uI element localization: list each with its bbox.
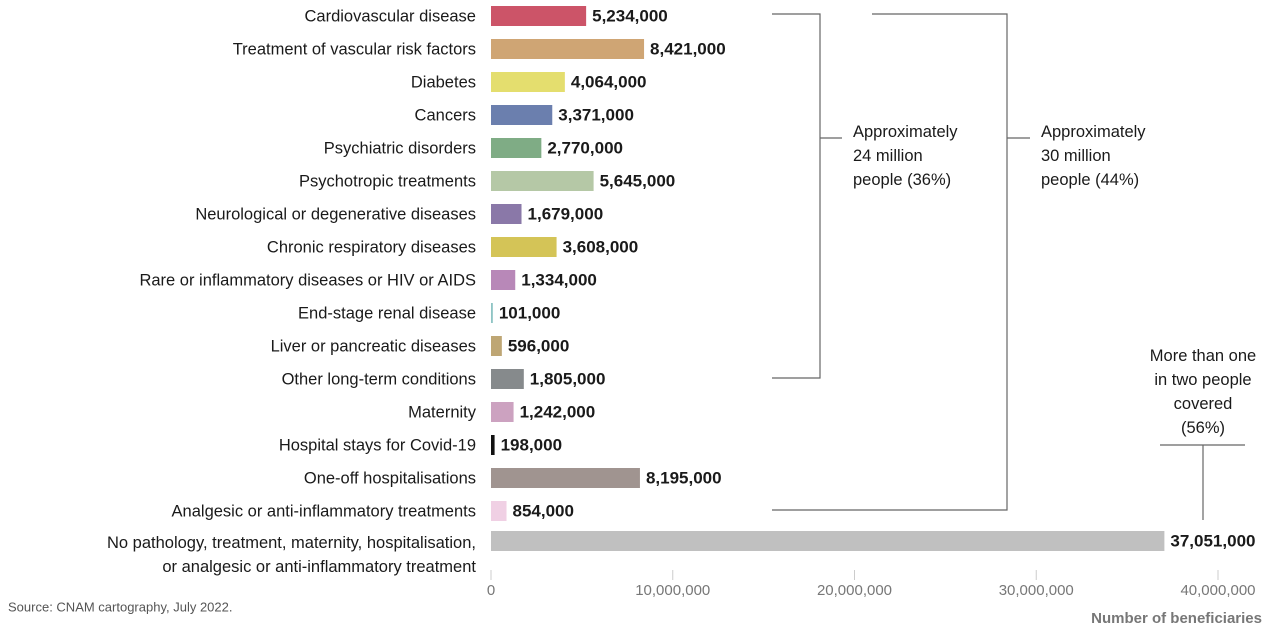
value-label: 2,770,000	[547, 138, 623, 157]
value-label: 1,334,000	[521, 270, 597, 289]
y-tick-label: Diabetes	[411, 73, 476, 91]
bracket-56	[1160, 444, 1245, 520]
brackets	[772, 13, 1245, 520]
bar	[491, 270, 516, 290]
y-tick-label: No pathology, treatment, maternity, hosp…	[107, 534, 476, 576]
y-tick-label: Psychiatric disorders	[324, 139, 476, 157]
bar	[491, 237, 557, 257]
bar	[491, 105, 553, 125]
value-label: 854,000	[513, 501, 574, 520]
x-tick-label: 20,000,000	[817, 582, 892, 599]
y-tick-label: Psychotropic treatments	[299, 172, 476, 190]
y-tick-label: Neurological or degenerative diseases	[195, 205, 476, 223]
x-tick-label: 40,000,000	[1180, 582, 1255, 599]
value-label: 101,000	[499, 303, 560, 322]
y-tick-label: Liver or pancreatic diseases	[271, 337, 476, 355]
bar	[491, 138, 542, 158]
bar	[491, 435, 495, 455]
y-tick-label: Chronic respiratory diseases	[267, 238, 476, 256]
source: Source: CNAM cartography, July 2022.	[8, 599, 232, 614]
bar	[491, 468, 640, 488]
bracket-30m	[772, 13, 1030, 511]
y-tick-label: End-stage renal disease	[298, 304, 476, 322]
value-label: 1,679,000	[528, 204, 604, 223]
value-label: 8,195,000	[646, 468, 722, 487]
annotation: More than one in two people covered (56%)	[1150, 347, 1256, 437]
bar	[491, 6, 587, 26]
bar	[491, 531, 1165, 551]
annotation: Approximately 30 million people (44%)	[1041, 123, 1146, 189]
value-label: 5,234,000	[592, 6, 668, 25]
bar	[491, 336, 502, 356]
y-tick-label: Other long-term conditions	[282, 370, 476, 388]
bar	[491, 501, 507, 521]
value-label: 1,242,000	[520, 402, 596, 421]
y-tick-label: Cardiovascular disease	[304, 7, 476, 25]
annotation: Approximately 24 million people (36%)	[853, 123, 958, 189]
value-label: 1,805,000	[530, 369, 606, 388]
value-label: 3,608,000	[563, 237, 639, 256]
y-tick-label: Hospital stays for Covid-19	[279, 436, 476, 454]
y-tick-label: Treatment of vascular risk factors	[233, 40, 476, 58]
bar	[491, 402, 514, 422]
bar	[491, 303, 493, 323]
bar	[491, 204, 522, 224]
bar	[491, 171, 594, 191]
x-axis-label: Number of beneficiaries	[1091, 610, 1262, 627]
bar	[491, 72, 565, 92]
x-tick-label: 10,000,000	[635, 582, 710, 599]
bar	[491, 369, 524, 389]
value-label: 596,000	[508, 336, 569, 355]
x-tick-label: 0	[487, 582, 495, 599]
x-tick-label: 30,000,000	[999, 582, 1074, 599]
y-tick-label: Cancers	[415, 106, 476, 124]
value-label: 4,064,000	[571, 72, 647, 91]
y-tick-label: Maternity	[408, 403, 477, 421]
bar	[491, 39, 645, 59]
y-tick-label: Rare or inflammatory diseases or HIV or …	[139, 271, 476, 289]
value-label: 3,371,000	[558, 105, 634, 124]
value-label: 5,645,000	[600, 171, 676, 190]
value-label: 37,051,000	[1170, 531, 1255, 550]
bracket-24m	[772, 13, 842, 379]
y-tick-label: One-off hospitalisations	[304, 469, 476, 487]
y-tick-label: Analgesic or anti-inflammatory treatment…	[172, 502, 476, 520]
value-label: 8,421,000	[650, 39, 726, 58]
value-label: 198,000	[501, 435, 562, 454]
